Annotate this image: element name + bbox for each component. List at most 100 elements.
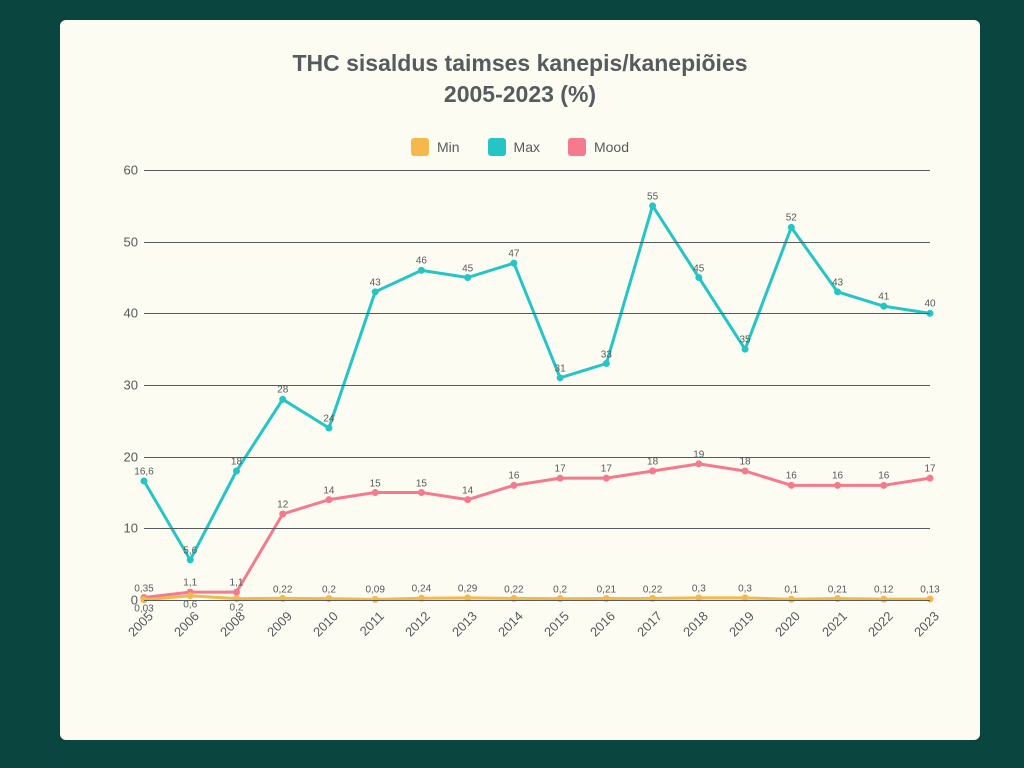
- marker: [418, 489, 425, 496]
- y-axis-label: 50: [104, 234, 138, 249]
- x-axis-label: 2014: [495, 609, 526, 640]
- marker: [418, 267, 425, 274]
- marker: [834, 482, 841, 489]
- marker: [880, 482, 887, 489]
- marker: [603, 475, 610, 482]
- data-label: 0,3: [738, 584, 752, 595]
- data-label: 16: [508, 471, 519, 482]
- data-label: 0,22: [504, 584, 523, 595]
- legend-item-mood: Mood: [568, 138, 629, 156]
- x-axis-label: 2011: [357, 609, 387, 639]
- x-axis-label: 2021: [818, 609, 849, 640]
- x-axis-label: 2023: [911, 609, 942, 640]
- data-label: 24: [323, 414, 334, 425]
- data-label: 0,03: [134, 603, 153, 614]
- marker: [927, 475, 934, 482]
- chart-title: THC sisaldus taimses kanepis/kanepiõies …: [100, 48, 940, 110]
- legend-label-max: Max: [514, 139, 540, 155]
- legend: Min Max Mood: [100, 138, 940, 156]
- data-label: 31: [555, 364, 566, 375]
- data-label: 12: [277, 500, 288, 511]
- title-line-1: THC sisaldus taimses kanepis/kanepiõies: [292, 50, 747, 76]
- series-line-mood: [144, 464, 930, 598]
- marker: [233, 468, 240, 475]
- data-label: 0,13: [920, 585, 939, 596]
- gridline: [144, 313, 930, 314]
- data-label: 43: [370, 278, 381, 289]
- marker: [788, 482, 795, 489]
- data-label: 0,09: [365, 585, 384, 596]
- data-label: 15: [370, 478, 381, 489]
- marker: [695, 274, 702, 281]
- y-axis-label: 10: [104, 521, 138, 536]
- legend-item-min: Min: [411, 138, 460, 156]
- x-axis-label: 2015: [541, 609, 572, 640]
- data-label: 41: [878, 292, 889, 303]
- marker: [649, 468, 656, 475]
- x-axis-label: 2016: [587, 609, 618, 640]
- gridline: [144, 385, 930, 386]
- legend-label-min: Min: [437, 139, 460, 155]
- x-axis-label: 2017: [634, 609, 665, 640]
- y-axis-label: 40: [104, 306, 138, 321]
- gridline: [144, 528, 930, 529]
- data-label: 19: [693, 450, 704, 461]
- x-axis-label: 2018: [680, 609, 711, 640]
- marker: [279, 396, 286, 403]
- data-label: 0,1: [784, 585, 798, 596]
- data-label: 18: [231, 457, 242, 468]
- marker: [279, 511, 286, 518]
- marker: [649, 202, 656, 209]
- marker: [510, 260, 517, 267]
- x-axis-label: 2022: [865, 609, 896, 640]
- data-label: 0,6: [183, 599, 197, 610]
- marker: [557, 374, 564, 381]
- data-label: 14: [462, 485, 473, 496]
- marker: [325, 595, 332, 602]
- marker: [880, 303, 887, 310]
- gridline: [144, 457, 930, 458]
- marker: [372, 288, 379, 295]
- marker: [742, 468, 749, 475]
- data-label: 45: [462, 263, 473, 274]
- marker: [325, 425, 332, 432]
- data-label: 0,2: [230, 602, 244, 613]
- data-label: 16: [878, 471, 889, 482]
- data-label: 35: [739, 335, 750, 346]
- data-label: 0,3: [692, 584, 706, 595]
- plot-area: 0102030405060200520062008200920102011201…: [100, 170, 940, 670]
- data-label: 16: [832, 471, 843, 482]
- x-axis-label: 2020: [772, 609, 803, 640]
- gridline: [144, 170, 930, 171]
- x-axis-label: 2019: [726, 609, 757, 640]
- data-label: 28: [277, 385, 288, 396]
- marker: [603, 360, 610, 367]
- data-label: 0,24: [412, 584, 431, 595]
- title-line-2: 2005-2023 (%): [444, 81, 596, 107]
- data-label: 17: [601, 464, 612, 475]
- gridline: [144, 600, 930, 601]
- marker: [464, 274, 471, 281]
- y-axis-label: 30: [104, 378, 138, 393]
- marker: [233, 589, 240, 596]
- data-label: 46: [416, 256, 427, 267]
- legend-item-max: Max: [488, 138, 540, 156]
- x-axis-label: 2006: [171, 609, 202, 640]
- data-label: 17: [924, 464, 935, 475]
- x-axis-label: 2009: [264, 609, 295, 640]
- data-label: 0,22: [643, 584, 662, 595]
- marker: [557, 475, 564, 482]
- data-label: 1,1: [183, 578, 197, 589]
- swatch-min: [411, 138, 429, 156]
- data-label: 15: [416, 478, 427, 489]
- data-label: 5,6: [183, 546, 197, 557]
- data-label: 0,22: [273, 584, 292, 595]
- data-label: 1,1: [230, 578, 244, 589]
- legend-label-mood: Mood: [594, 139, 629, 155]
- marker: [510, 482, 517, 489]
- marker: [187, 556, 194, 563]
- marker: [141, 478, 148, 485]
- swatch-max: [488, 138, 506, 156]
- data-label: 33: [601, 349, 612, 360]
- data-label: 0,2: [553, 584, 567, 595]
